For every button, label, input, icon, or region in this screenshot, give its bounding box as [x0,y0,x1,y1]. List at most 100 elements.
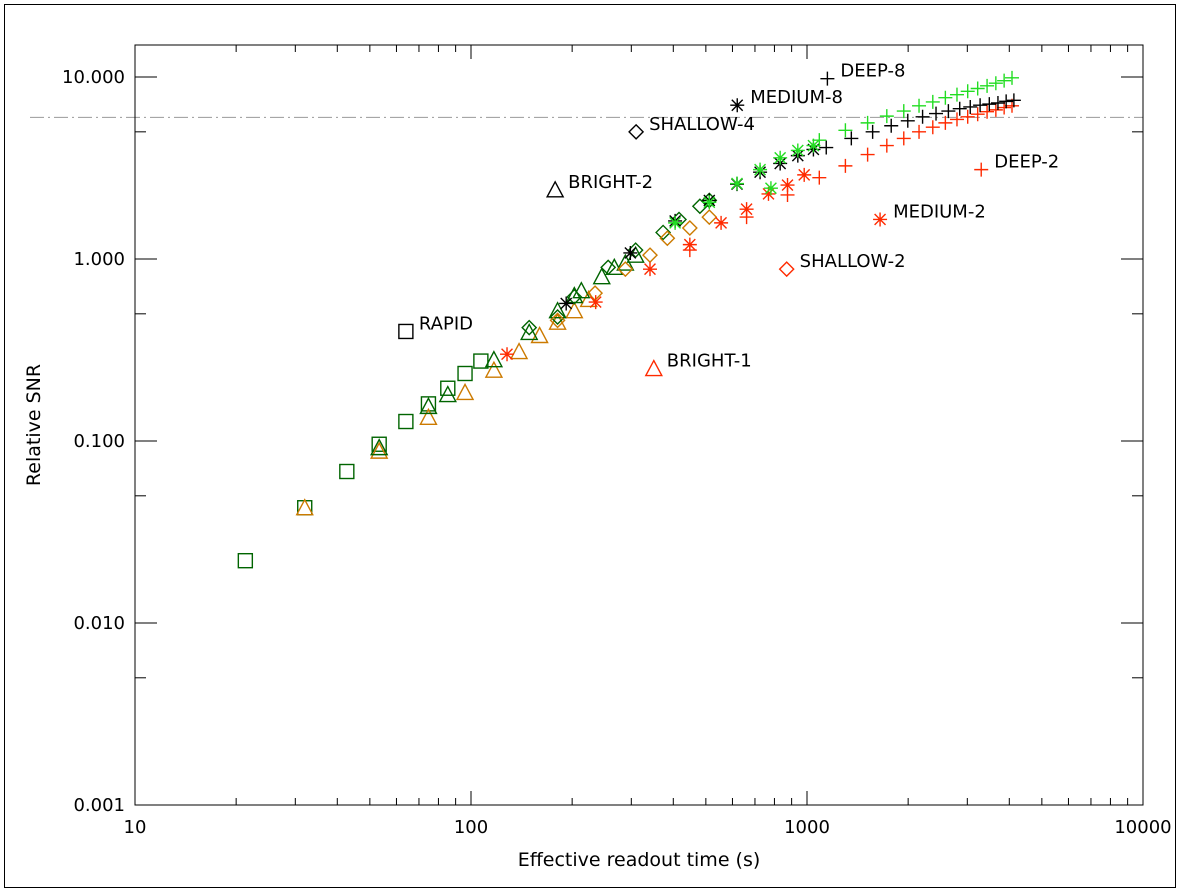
data-point-diamond [566,288,583,305]
data-point-plus [915,109,930,124]
data-point-square [457,365,473,382]
data-point-plus [938,115,953,130]
plot-area-border [134,44,1144,806]
data-point-plus [844,131,859,146]
data-point-diamond [681,220,698,237]
data-point-asterisk [714,215,729,230]
data-point-triangle [370,441,389,459]
data-point-plus [912,98,927,113]
data-point-square [371,436,387,452]
data-point-plus [990,96,1005,111]
annotation-marker [644,359,663,377]
data-point-triangle [509,342,529,360]
data-point-plus [938,90,953,105]
data-point-asterisk [797,167,812,182]
data-point-diamond [642,247,658,264]
data-point-triangle [592,267,611,285]
annotation-label: SHALLOW-4 [649,114,755,135]
y-tick-label: 10.000 [62,67,125,88]
annotation-marker [820,71,835,86]
data-point-plus [812,170,827,185]
data-point-plus [860,147,875,162]
data-point-plus [988,76,1003,91]
data-point-asterisk [739,202,754,217]
annotation-label: RAPID [419,313,473,334]
data-point-plus [929,106,944,121]
data-point-plus [739,210,754,225]
x-tick-label: 10000 [1114,817,1171,838]
annotation-marker [628,123,645,140]
data-point-plus [1006,93,1021,108]
data-point-plus [960,109,975,124]
data-point-asterisk [806,138,821,153]
data-point-plus [860,115,875,130]
data-point-asterisk [773,150,788,165]
data-point-asterisk [761,186,776,201]
data-point-diamond [691,198,708,215]
data-point-plus [838,123,853,138]
data-point-plus [970,107,985,122]
data-point-plus [960,84,975,99]
data-point-asterisk [780,178,795,193]
data-point-asterisk [790,143,805,158]
data-point-plus [988,102,1003,117]
annotation-layer: DEEP-8 MEDIUM-8 SHALLOW-4 BRIGHT-2 DEEP-2 MED… [398,61,1059,377]
data-point-plus [982,97,997,112]
data-point-plus [896,131,911,146]
x-axis-label: Effective readout time (s) [518,849,761,871]
data-point-plus [941,104,956,119]
x-tick-label: 1000 [784,817,830,838]
data-point-asterisk [643,262,658,277]
data-point-asterisk [668,215,683,230]
y-tick-label: 1.000 [73,249,125,270]
y-tick-label: 0.001 [73,795,125,816]
data-point-plus [1005,70,1019,85]
data-point-square [473,353,489,369]
data-point-asterisk [559,296,574,311]
data-point-triangle [520,322,539,341]
data-point-asterisk [500,347,515,362]
data-point-diamond [655,224,672,241]
data-point-triangle [548,312,567,330]
data-point-plus [973,98,988,113]
data-point-triangle [548,301,567,319]
annotation-marker [778,261,795,278]
x-tick-label: 10 [124,817,147,838]
data-point-plus [949,112,964,127]
annotation-label: MEDIUM-8 [750,87,843,108]
data-point-asterisk [753,162,768,177]
data-point-triangle [370,438,389,456]
annotation-label: BRIGHT-1 [667,351,752,372]
data-point-plus [952,101,967,116]
data-point-triangle [419,396,438,415]
data-point-plus [812,133,827,148]
data-point-plus [925,94,940,109]
data-point-plus [963,99,978,114]
data-point-square [420,396,437,412]
data-point-plus [925,120,940,135]
data-point-plus [819,140,834,155]
data-point-diamond [701,209,718,226]
data-point-diamond [659,230,676,247]
data-point-plus [900,113,915,128]
annotation-label: MEDIUM-2 [893,201,986,222]
y-tick-label: 0.010 [73,613,125,634]
data-point-triangle [419,407,438,426]
annotation-label: DEEP-2 [994,152,1059,173]
y-tick-label: 0.100 [73,431,125,452]
data-point-plus [980,78,995,93]
data-point-diamond [549,309,566,326]
data-point-plus [682,243,697,258]
data-point-triangle [295,498,314,516]
data-point-plus [884,118,899,133]
data-point-square [339,463,355,480]
data-point-triangle [484,350,504,368]
data-point-plus [999,94,1014,109]
data-point-plus [896,104,911,119]
data-point-plus [879,109,894,124]
data-point-triangle [455,382,475,401]
data-point-triangle [484,360,504,378]
data-point-asterisk [730,176,745,191]
x-tick-label: 100 [454,817,488,838]
